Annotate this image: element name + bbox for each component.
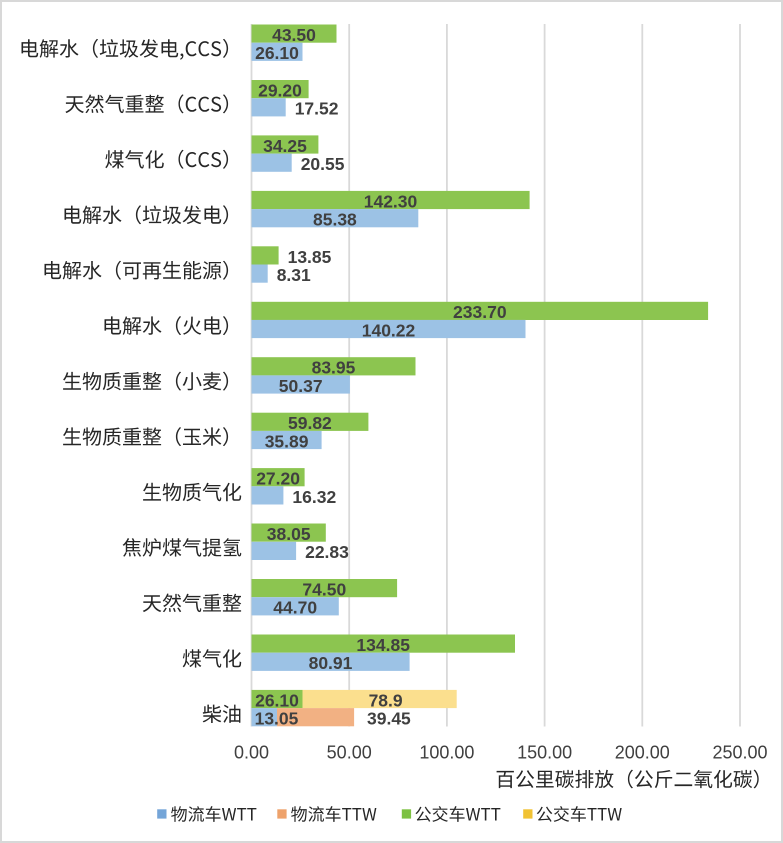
svg-text:44.70: 44.70 (273, 598, 317, 618)
svg-text:26.10: 26.10 (255, 690, 299, 710)
svg-text:140.22: 140.22 (362, 320, 416, 340)
svg-text:134.85: 134.85 (356, 635, 410, 655)
svg-text:22.83: 22.83 (305, 542, 349, 562)
svg-text:80.91: 80.91 (309, 653, 353, 673)
svg-text:16.32: 16.32 (292, 487, 336, 507)
svg-text:20.55: 20.55 (301, 154, 345, 174)
svg-text:100.00: 100.00 (419, 743, 474, 763)
svg-text:43.50: 43.50 (272, 25, 316, 45)
svg-text:0.00: 0.00 (234, 743, 269, 763)
svg-text:8.31: 8.31 (277, 265, 311, 285)
svg-text:50.37: 50.37 (279, 376, 323, 396)
svg-text:27.20: 27.20 (256, 469, 300, 489)
svg-text:50.00: 50.00 (327, 743, 372, 763)
svg-text:38.05: 38.05 (267, 524, 311, 544)
svg-text:39.45: 39.45 (367, 709, 411, 729)
svg-text:13.05: 13.05 (255, 709, 299, 729)
svg-text:85.38: 85.38 (313, 210, 357, 230)
svg-text:142.30: 142.30 (364, 191, 418, 211)
svg-text:59.82: 59.82 (288, 413, 332, 433)
svg-text:17.52: 17.52 (295, 99, 339, 119)
svg-text:74.50: 74.50 (302, 580, 346, 600)
svg-text:29.20: 29.20 (258, 81, 302, 101)
svg-text:233.70: 233.70 (453, 302, 507, 322)
svg-text:78.9: 78.9 (369, 690, 403, 710)
svg-text:200.00: 200.00 (615, 743, 670, 763)
svg-text:13.85: 13.85 (288, 247, 332, 267)
svg-text:26.10: 26.10 (255, 43, 299, 63)
svg-text:35.89: 35.89 (265, 431, 309, 451)
svg-text:34.25: 34.25 (263, 136, 307, 156)
svg-text:150.00: 150.00 (517, 743, 572, 763)
svg-text:83.95: 83.95 (312, 358, 356, 378)
svg-text:250.00: 250.00 (712, 743, 767, 763)
